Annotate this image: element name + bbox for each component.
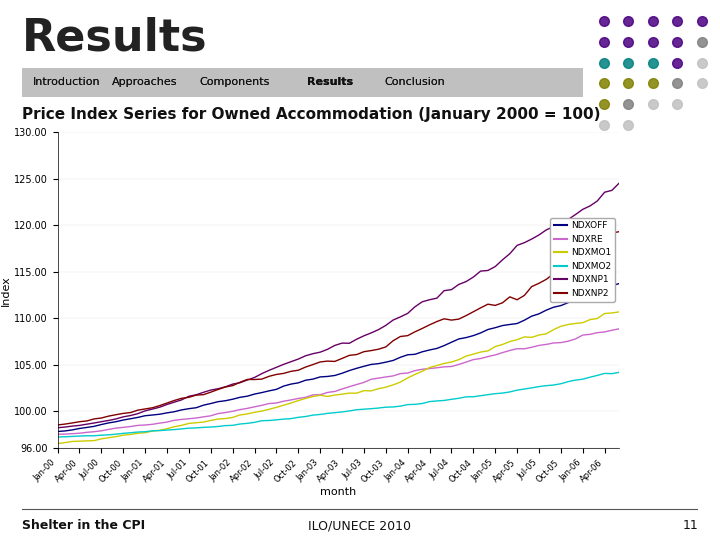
Text: Results: Results [307, 77, 354, 87]
NDXOFF [90, 423, 99, 430]
Text: Approaches: Approaches [112, 77, 178, 87]
NDXOFF [235, 394, 244, 401]
NDXNP2 [148, 404, 157, 411]
NDXMO2 [235, 421, 244, 427]
NDXRE [294, 395, 302, 402]
NDXMO1 [53, 440, 62, 447]
NDXMO2 [148, 428, 157, 434]
Line: NDXMO1: NDXMO1 [58, 312, 619, 443]
NDXOFF [148, 412, 157, 418]
NDXNP2 [294, 367, 302, 374]
NDXRE [615, 326, 624, 332]
Legend: NDXOFF, NDXRE, NDXMO1, NDXMO2, NDXNP1, NDXNP2: NDXOFF, NDXRE, NDXMO1, NDXMO2, NDXNP1, N… [550, 218, 615, 301]
Line: NDXNP1: NDXNP1 [58, 183, 619, 428]
Line: NDXMO2: NDXMO2 [58, 373, 619, 437]
Text: Conclusion: Conclusion [384, 77, 445, 87]
NDXRE [53, 431, 62, 437]
FancyBboxPatch shape [22, 68, 583, 97]
NDXMO1 [148, 428, 157, 434]
NDXRE [90, 428, 99, 435]
NDXRE [235, 407, 244, 413]
Line: NDXRE: NDXRE [58, 329, 619, 434]
NDXMO2 [90, 433, 99, 439]
Text: Components: Components [200, 77, 270, 87]
NDXNP1 [90, 420, 99, 426]
NDXRE [338, 386, 346, 392]
NDXNP1 [148, 406, 157, 413]
NDXNP2 [615, 228, 624, 235]
NDXNP2 [454, 316, 463, 322]
Text: Price Index Series for Owned Accommodation (January 2000 = 100): Price Index Series for Owned Accommodati… [22, 107, 600, 122]
NDXNP2 [235, 379, 244, 386]
NDXMO2 [338, 409, 346, 415]
NDXRE [454, 361, 463, 368]
Text: Shelter in the CPI: Shelter in the CPI [22, 519, 145, 532]
NDXRE [148, 421, 157, 428]
NDXMO1 [454, 356, 463, 363]
Line: NDXOFF: NDXOFF [58, 284, 619, 431]
NDXOFF [338, 370, 346, 376]
NDXNP2 [53, 422, 62, 428]
Text: Conclusion: Conclusion [384, 77, 445, 87]
NDXMO1 [90, 437, 99, 444]
Text: Approaches: Approaches [112, 77, 178, 87]
Text: Introduction: Introduction [32, 77, 100, 87]
NDXOFF [294, 380, 302, 386]
NDXMO1 [615, 308, 624, 315]
NDXMO2 [294, 414, 302, 421]
NDXMO1 [235, 411, 244, 418]
Text: Components: Components [200, 77, 270, 87]
NDXNP1 [338, 340, 346, 346]
NDXMO1 [294, 397, 302, 404]
NDXNP2 [338, 355, 346, 362]
Line: NDXNP2: NDXNP2 [58, 232, 619, 425]
NDXOFF [53, 428, 62, 435]
NDXOFF [615, 280, 624, 287]
NDXMO2 [454, 395, 463, 402]
Text: Results: Results [22, 16, 207, 59]
Y-axis label: Index: Index [1, 275, 12, 306]
NDXNP1 [454, 281, 463, 288]
NDXMO2 [615, 369, 624, 376]
Text: Introduction: Introduction [32, 77, 100, 87]
Text: ILO/UNECE 2010: ILO/UNECE 2010 [308, 519, 412, 532]
NDXNP1 [615, 180, 624, 186]
NDXMO1 [338, 391, 346, 397]
X-axis label: month: month [320, 487, 356, 497]
NDXNP1 [294, 356, 302, 362]
NDXNP2 [90, 416, 99, 422]
Text: 11: 11 [683, 519, 698, 532]
NDXNP1 [235, 380, 244, 386]
NDXNP1 [53, 424, 62, 431]
NDXOFF [454, 336, 463, 342]
Text: Results: Results [307, 77, 354, 87]
NDXMO2 [53, 434, 62, 440]
